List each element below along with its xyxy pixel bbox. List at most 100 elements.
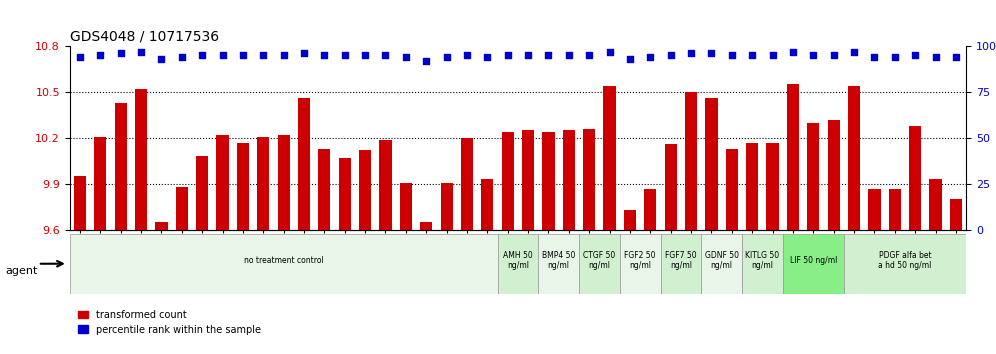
Point xyxy=(785,49,801,55)
Bar xyxy=(950,199,962,230)
Bar xyxy=(420,222,432,230)
Point xyxy=(438,54,454,60)
Bar xyxy=(664,144,677,230)
Point xyxy=(806,52,822,58)
Text: FGF7 50
ng/ml: FGF7 50 ng/ml xyxy=(665,251,697,270)
Bar xyxy=(481,179,493,230)
Point xyxy=(744,52,760,58)
Text: GDNF 50
ng/ml: GDNF 50 ng/ml xyxy=(704,251,739,270)
Bar xyxy=(869,189,880,230)
Bar xyxy=(257,137,269,230)
Bar xyxy=(379,139,391,230)
Point xyxy=(337,52,353,58)
Bar xyxy=(115,103,126,230)
Bar xyxy=(888,189,901,230)
Text: AMH 50
ng/ml: AMH 50 ng/ml xyxy=(503,251,533,270)
Text: BMP4 50
ng/ml: BMP4 50 ng/ml xyxy=(542,251,576,270)
Bar xyxy=(440,183,453,230)
FancyBboxPatch shape xyxy=(844,234,966,294)
Point xyxy=(927,54,943,60)
Point xyxy=(662,52,678,58)
Bar xyxy=(807,123,820,230)
FancyBboxPatch shape xyxy=(538,234,579,294)
Bar xyxy=(583,129,596,230)
Bar xyxy=(787,84,799,230)
Bar xyxy=(399,183,412,230)
FancyBboxPatch shape xyxy=(701,234,742,294)
Text: CTGF 50
ng/ml: CTGF 50 ng/ml xyxy=(584,251,616,270)
Point xyxy=(174,54,190,60)
Point xyxy=(724,52,740,58)
FancyBboxPatch shape xyxy=(742,234,783,294)
Point xyxy=(826,52,842,58)
Bar xyxy=(196,156,208,230)
Point xyxy=(317,52,333,58)
Bar xyxy=(604,86,616,230)
Point xyxy=(867,54,882,60)
FancyBboxPatch shape xyxy=(70,234,498,294)
Bar xyxy=(95,137,107,230)
Bar xyxy=(134,89,147,230)
Point xyxy=(500,52,516,58)
Point xyxy=(479,54,495,60)
Bar xyxy=(644,189,656,230)
Bar xyxy=(237,143,249,230)
Bar xyxy=(767,143,779,230)
FancyBboxPatch shape xyxy=(579,234,620,294)
Point xyxy=(642,54,658,60)
Point xyxy=(846,49,862,55)
Bar xyxy=(563,130,575,230)
Bar xyxy=(929,179,941,230)
Point xyxy=(194,52,210,58)
Point xyxy=(296,51,312,56)
Bar xyxy=(746,143,758,230)
Point xyxy=(622,56,637,62)
Text: LIF 50 ng/ml: LIF 50 ng/ml xyxy=(790,256,837,265)
Point xyxy=(703,51,719,56)
Bar xyxy=(828,120,840,230)
Point xyxy=(765,52,781,58)
Bar xyxy=(319,149,331,230)
Point xyxy=(683,51,699,56)
Point xyxy=(153,56,169,62)
Bar xyxy=(216,135,229,230)
Point xyxy=(948,54,964,60)
Point xyxy=(255,52,271,58)
Point xyxy=(133,49,149,55)
Bar xyxy=(461,138,473,230)
Point xyxy=(113,51,128,56)
Point xyxy=(398,54,414,60)
Text: PDGF alfa bet
a hd 50 ng/ml: PDGF alfa bet a hd 50 ng/ml xyxy=(878,251,931,270)
Point xyxy=(72,54,88,60)
Point xyxy=(358,52,374,58)
Point xyxy=(886,54,902,60)
Point xyxy=(276,52,292,58)
Bar xyxy=(278,135,290,230)
Bar xyxy=(522,130,534,230)
Point xyxy=(377,52,393,58)
Point xyxy=(520,52,536,58)
Point xyxy=(93,52,109,58)
Bar xyxy=(298,98,310,230)
Point xyxy=(235,52,251,58)
Bar xyxy=(359,150,372,230)
Text: no treatment control: no treatment control xyxy=(244,256,324,265)
Text: FGF2 50
ng/ml: FGF2 50 ng/ml xyxy=(624,251,656,270)
Bar xyxy=(155,222,167,230)
Bar xyxy=(175,187,188,230)
Bar xyxy=(502,132,514,230)
Bar xyxy=(705,98,717,230)
Bar xyxy=(909,126,921,230)
FancyBboxPatch shape xyxy=(783,234,844,294)
Text: GDS4048 / 10717536: GDS4048 / 10717536 xyxy=(70,29,219,44)
Bar xyxy=(685,92,697,230)
Bar xyxy=(623,210,636,230)
Text: KITLG 50
ng/ml: KITLG 50 ng/ml xyxy=(745,251,780,270)
Bar xyxy=(726,149,738,230)
Point xyxy=(561,52,577,58)
Bar xyxy=(848,86,861,230)
Text: agent: agent xyxy=(5,266,38,276)
Bar xyxy=(543,132,555,230)
Point xyxy=(582,52,598,58)
FancyBboxPatch shape xyxy=(498,234,538,294)
